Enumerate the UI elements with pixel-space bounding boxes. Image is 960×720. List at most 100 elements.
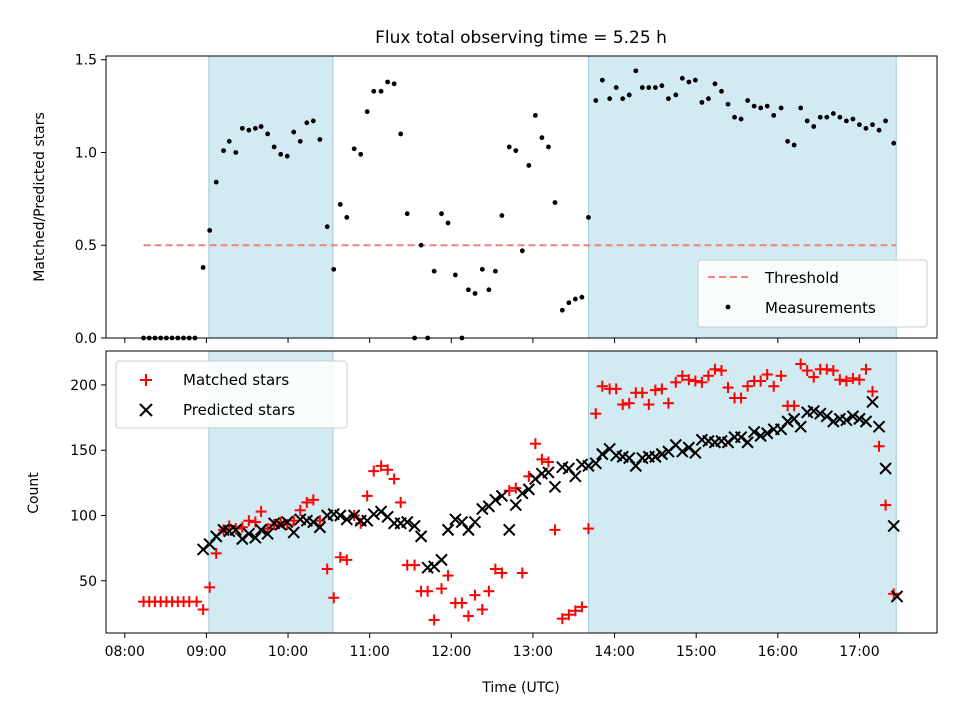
counts-axes-frame [105,350,938,634]
matched-star-point [617,399,629,411]
matched-star-point [656,383,668,395]
matched-star-point [197,604,209,615]
matched-star-point [409,559,421,571]
measurement-point [692,77,698,83]
x-tick-label: 09:00 [186,644,226,660]
matched-legend-label: Matched stars [183,371,289,389]
measurement-point [686,79,692,85]
predicted-star-point [261,527,274,540]
predicted-star-point [435,553,448,567]
predicted-star-point [761,427,774,440]
measurement-point [304,120,310,126]
matched-star-point [676,370,688,382]
measurement-point [291,129,297,135]
matched-star-point [596,380,608,392]
measurement-point [358,151,364,157]
ratio-legend: Threshold Measurements [697,259,928,328]
measurement-point [732,114,737,120]
matched-star-point [853,374,865,386]
matched-star-point [821,363,833,375]
measurement-point [546,144,551,150]
matched-star-point [808,371,820,383]
measurement-point [532,112,538,118]
matched-star-point [510,482,522,494]
predicted-star-point [503,523,516,537]
predicted-star-point [489,493,502,507]
x-tick-label: 13:00 [513,644,553,660]
predicted-star-point [747,425,761,439]
measurement-point [738,116,744,122]
measurement-point [431,268,437,274]
predicted-star-point [522,483,536,496]
measurement-point [646,85,652,90]
predicted-star-point [827,415,840,428]
predicted-star-point [367,507,380,521]
measurement-point [804,118,810,124]
matched-star-point [368,465,380,477]
predicted-star-point [408,519,421,533]
measurement-point [876,127,882,133]
predicted-star-point [689,446,702,460]
predicted-star-point [495,489,509,503]
measurement-point [552,200,558,205]
predicted-star-point [414,530,428,543]
ratio-y-axis-label: Matched/Predicted stars [32,112,48,282]
predicted-star-point [794,420,807,433]
predicted-star-point [582,459,595,473]
matched-star-point [483,585,495,597]
measurement-point [673,92,679,98]
matched-star-point [696,376,708,388]
predicted-star-point [441,523,455,537]
measurement-point [870,122,875,128]
predicted-star-point [846,410,860,423]
matched-star-point [314,515,326,527]
matched-star-point [210,547,222,559]
counts-y-tick-label: 100 [70,509,97,525]
measurement-point [857,122,862,128]
ratio-observing-window-0 [208,55,334,339]
predicted-star-point [781,415,794,428]
matched-star-point [795,358,807,370]
matched-star-point [735,392,747,404]
measurement-point [626,92,632,98]
measurement-point [539,135,545,141]
predicted-star-point [872,420,886,433]
measurement-point [331,266,337,272]
matched-star-point [867,385,879,397]
matched-star-point [610,383,622,395]
predicted-star-point [242,527,256,540]
x-tick-label: 11:00 [349,644,389,660]
measurement-point [579,294,585,300]
measurement-point [265,131,271,137]
matched-star-point [742,380,754,392]
x-tick-label: 10:00 [268,644,308,660]
predicted-star-point [807,404,820,418]
measurement-point [317,137,323,142]
matched-star-point [428,614,440,626]
x-axis-label: Time (UTC) [481,680,559,696]
predicted-star-point [840,413,853,427]
matched-star-point [590,408,602,420]
predicted-star-point [676,445,689,458]
x-tick-label: 15:00 [676,644,716,660]
matched-star-point [489,563,501,575]
measurement-point [526,163,532,168]
matched-star-point [388,473,400,485]
measurement-point [559,307,565,313]
measurement-point [479,266,485,272]
measurement-point [771,112,777,118]
threshold-legend-label: Threshold [764,269,839,287]
matched-star-point [301,496,313,508]
x-tick-label: 12:00 [431,644,471,660]
predicted-legend-label: Predicted stars [183,401,295,419]
measurement-point [385,79,391,85]
matched-star-point [503,485,515,497]
matched-star-point [249,516,261,528]
measurement-point [452,272,458,278]
measurement-point [712,81,718,87]
measurement-point [271,144,277,150]
matched-star-point [294,504,306,516]
measurement-point [607,96,613,102]
measurement-point [378,88,384,94]
matched-star-point [689,375,701,387]
